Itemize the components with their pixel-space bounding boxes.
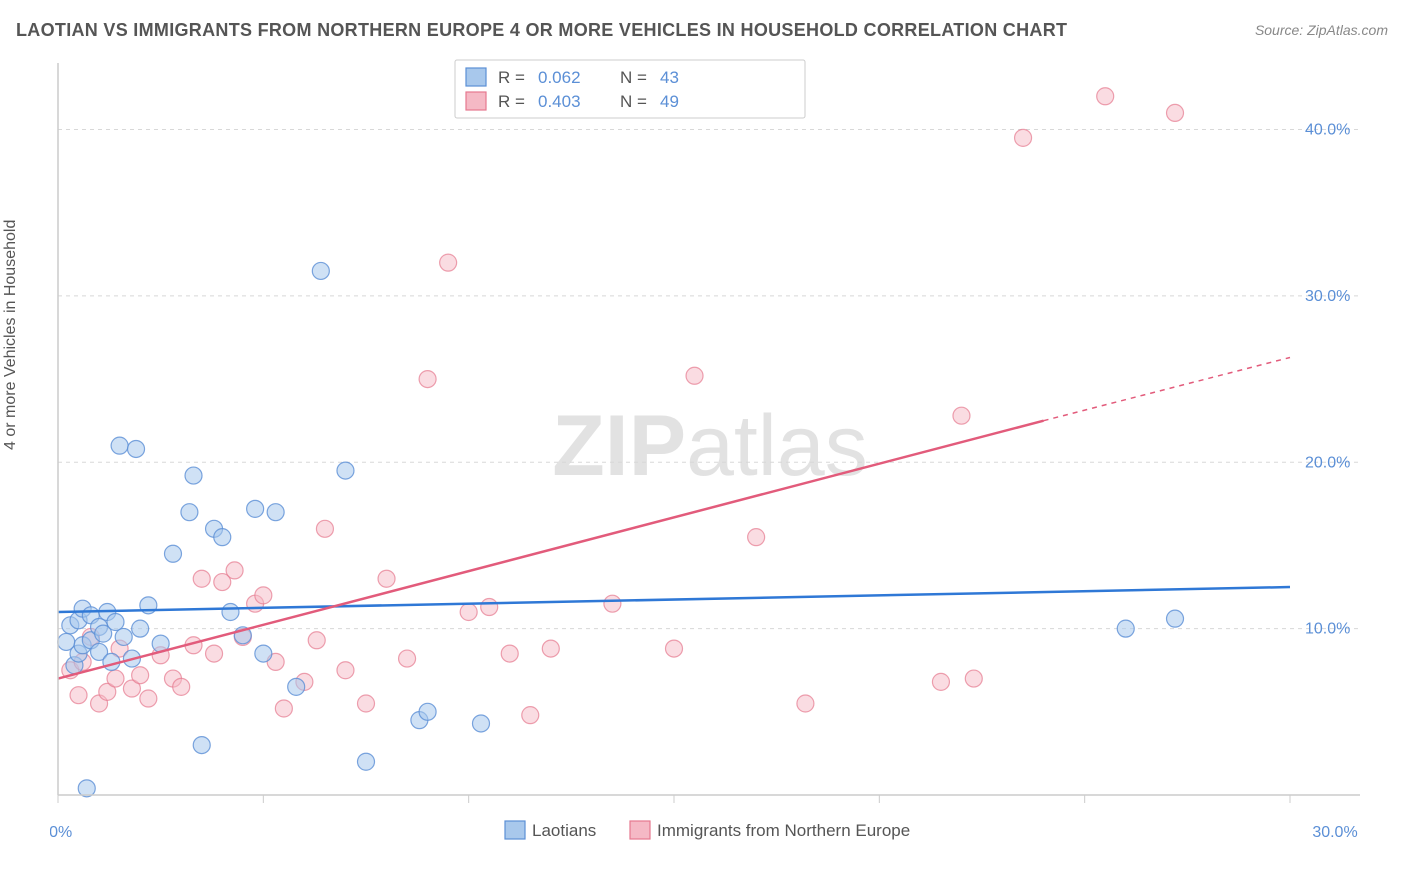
trend-line-blue (58, 587, 1290, 612)
svg-text:0.062: 0.062 (538, 68, 581, 87)
svg-text:20.0%: 20.0% (1305, 454, 1350, 471)
data-point (275, 700, 292, 717)
data-point (358, 695, 375, 712)
data-point (419, 703, 436, 720)
svg-text:0.0%: 0.0% (50, 824, 72, 841)
data-point (115, 628, 132, 645)
data-point (185, 467, 202, 484)
data-point (107, 670, 124, 687)
chart-area: 10.0%20.0%30.0%40.0% ZIPatlas 0.0%30.0% … (50, 55, 1370, 845)
data-point (70, 687, 87, 704)
data-point (267, 504, 284, 521)
data-point (181, 504, 198, 521)
data-point (358, 753, 375, 770)
data-point (440, 254, 457, 271)
data-point (1097, 88, 1114, 105)
data-point (472, 715, 489, 732)
data-point (965, 670, 982, 687)
series-legend: Laotians Immigrants from Northern Europe (505, 821, 910, 840)
data-point (604, 595, 621, 612)
svg-text:0.403: 0.403 (538, 92, 581, 111)
trend-line-pink-extrapolated (1044, 357, 1290, 420)
y-axis-label: 4 or more Vehicles in Household (2, 220, 20, 450)
svg-text:Immigrants from Northern Europ: Immigrants from Northern Europe (657, 821, 910, 840)
data-point (378, 570, 395, 587)
stats-legend: R = 0.062 N = 43 R = 0.403 N = 49 (455, 60, 805, 118)
data-point (193, 737, 210, 754)
svg-text:30.0%: 30.0% (1305, 288, 1350, 305)
data-point (247, 500, 264, 517)
data-point (1015, 129, 1032, 146)
data-point (1167, 610, 1184, 627)
data-point (316, 520, 333, 537)
data-point (399, 650, 416, 667)
data-point (164, 545, 181, 562)
svg-text:N =: N = (620, 92, 647, 111)
svg-text:30.0%: 30.0% (1312, 824, 1357, 841)
svg-text:10.0%: 10.0% (1305, 621, 1350, 638)
data-point (214, 529, 231, 546)
svg-text:N =: N = (620, 68, 647, 87)
data-point (226, 562, 243, 579)
source-attribution: Source: ZipAtlas.com (1255, 22, 1388, 38)
data-point (193, 570, 210, 587)
svg-text:Laotians: Laotians (532, 821, 596, 840)
svg-text:R =: R = (498, 92, 525, 111)
svg-text:R =: R = (498, 68, 525, 87)
data-point (173, 678, 190, 695)
data-point (128, 440, 145, 457)
data-point (686, 367, 703, 384)
data-point (797, 695, 814, 712)
data-point (1167, 104, 1184, 121)
data-point (308, 632, 325, 649)
data-point (1117, 620, 1134, 637)
data-point (288, 678, 305, 695)
data-point (460, 604, 477, 621)
svg-text:49: 49 (660, 92, 679, 111)
data-point (222, 604, 239, 621)
data-point (481, 599, 498, 616)
data-point (107, 613, 124, 630)
data-point (501, 645, 518, 662)
data-point (419, 371, 436, 388)
data-point (132, 667, 149, 684)
data-point (206, 645, 223, 662)
data-point (140, 690, 157, 707)
data-point (932, 673, 949, 690)
data-point (132, 620, 149, 637)
data-point (522, 707, 539, 724)
data-point (255, 587, 272, 604)
data-point (255, 645, 272, 662)
data-point (337, 462, 354, 479)
chart-title: LAOTIAN VS IMMIGRANTS FROM NORTHERN EURO… (16, 20, 1067, 41)
data-point (542, 640, 559, 657)
data-point (953, 407, 970, 424)
data-point (312, 262, 329, 279)
scatter-plot: 10.0%20.0%30.0%40.0% ZIPatlas 0.0%30.0% … (50, 55, 1370, 845)
data-point (666, 640, 683, 657)
svg-text:43: 43 (660, 68, 679, 87)
data-point (111, 437, 128, 454)
svg-text:40.0%: 40.0% (1305, 122, 1350, 139)
data-point (337, 662, 354, 679)
data-point (748, 529, 765, 546)
